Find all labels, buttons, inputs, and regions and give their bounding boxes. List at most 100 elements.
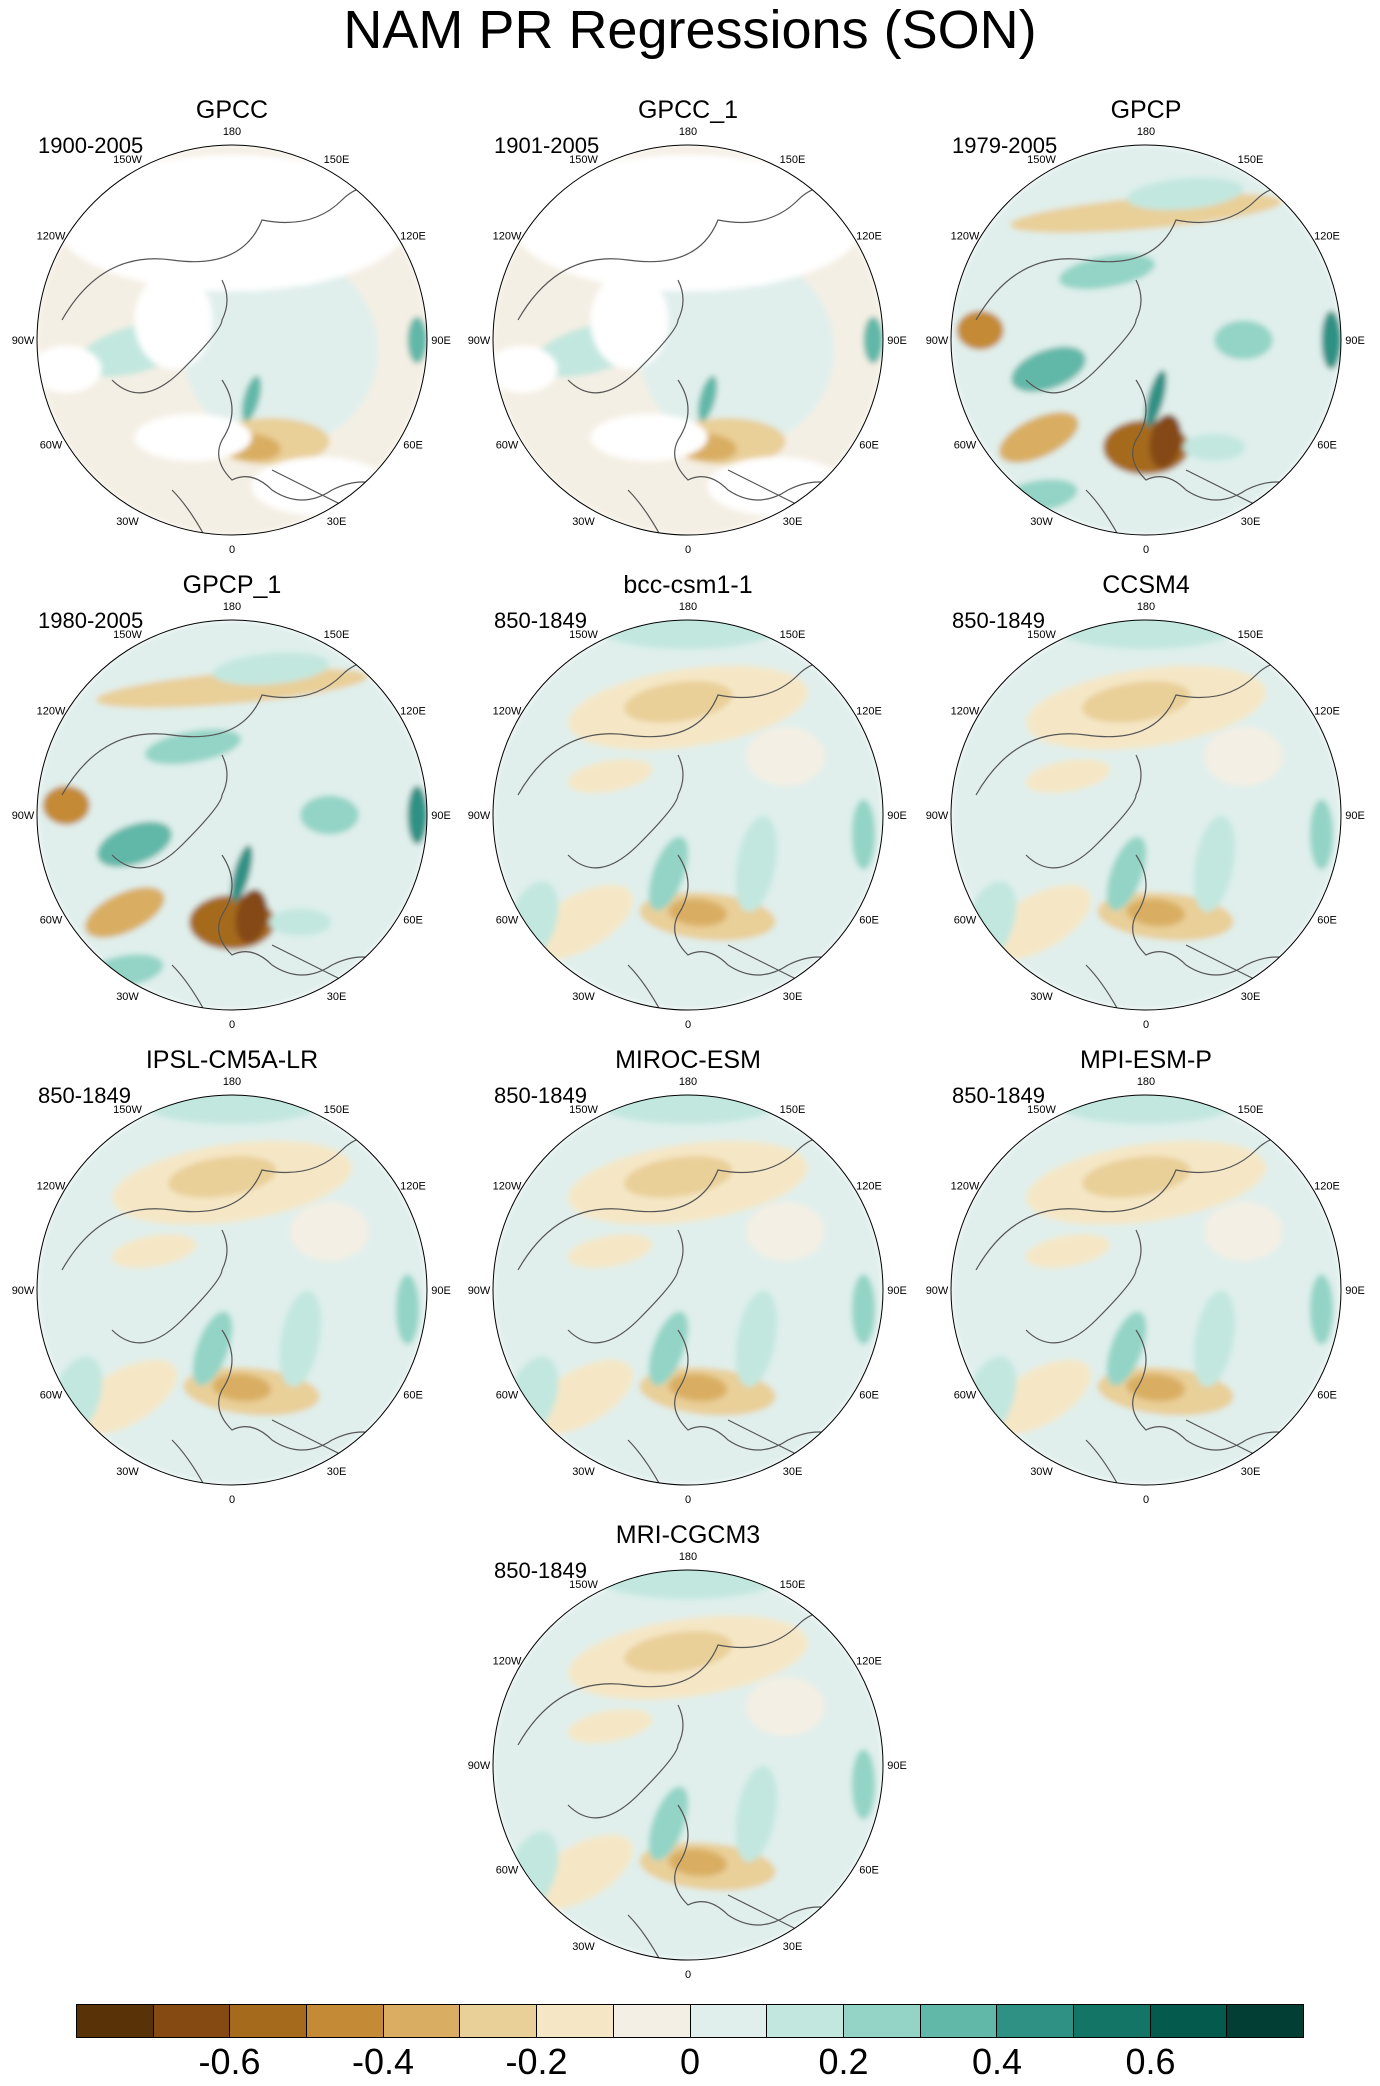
coastline (111, 1229, 228, 1344)
shading-region (999, 412, 1079, 463)
longitude-label: 60E (1317, 915, 1337, 927)
coastline (674, 379, 859, 501)
map-border (492, 1569, 884, 1961)
shading-region (1193, 1290, 1236, 1387)
longitude-label: 90W (12, 810, 35, 822)
colorbar-swatch (920, 2005, 998, 2037)
shading-region (72, 1359, 178, 1435)
shading-layer (951, 620, 1341, 1010)
map-border (36, 1094, 428, 1486)
coastline (111, 279, 228, 394)
longitude-label: 90E (887, 1760, 907, 1772)
longitude-label: 150E (324, 154, 350, 166)
longitude-label: 30W (116, 991, 139, 1003)
panel-period: 1901-2005 (494, 133, 600, 158)
shading-region (1126, 177, 1244, 211)
shading-region (290, 1202, 369, 1261)
longitude-label: 150E (324, 629, 350, 641)
longitude-label: 30E (783, 991, 803, 1003)
shading-region (746, 1677, 825, 1736)
shading-region (1214, 320, 1273, 360)
longitude-label: 0 (1143, 1494, 1149, 1505)
longitude-label: 60W (954, 915, 977, 927)
longitude-label: 150W (569, 154, 598, 166)
longitude-label: 180 (679, 601, 697, 613)
map-border (36, 144, 428, 536)
map-panel: GPCC_1 1901-2005 180 150E 120E 90E 60E 30E 0 30W 6… (460, 95, 916, 565)
shading-region (528, 1834, 634, 1910)
colorbar-swatch (77, 2005, 154, 2037)
longitude-label: 120W (37, 1181, 66, 1193)
longitude-label: 150W (113, 1104, 142, 1116)
coastline (111, 754, 228, 869)
longitude-label: 180 (679, 1551, 697, 1563)
longitude-label: 30W (572, 1466, 595, 1478)
longitude-label: 150W (569, 629, 598, 641)
colorbar-swatch (767, 2005, 844, 2037)
shading-region (1025, 758, 1111, 794)
longitude-label: 30W (116, 516, 139, 528)
longitude-label: 150W (1027, 629, 1056, 641)
longitude-label: 90E (1345, 810, 1365, 822)
shading-region (231, 845, 253, 902)
longitude-label: 120W (951, 1181, 980, 1193)
longitude-label: 60E (859, 1390, 879, 1402)
coastline (1025, 754, 1142, 869)
polar-map: 180 150E 120E 90E 60E 30E 0 30W 60W 90W 120W 150W (468, 126, 907, 555)
longitude-label: 90E (887, 335, 907, 347)
longitude-label: 90E (431, 335, 451, 347)
longitude-label: 90W (468, 810, 491, 822)
shading-region (600, 620, 776, 650)
longitude-label: 150W (569, 1579, 598, 1591)
polar-map: 180 150E 120E 90E 60E 30E 0 30W 60W 90W 120W 150W (468, 1551, 907, 1980)
shading-layer (493, 1095, 883, 1485)
panel-title: MIROC-ESM (615, 1046, 761, 1074)
colorbar-tick-label: -0.4 (351, 2041, 415, 2082)
coastline (567, 279, 684, 394)
panel-period: 850-1849 (494, 1558, 587, 1583)
map-border (950, 144, 1342, 536)
coastline (567, 754, 684, 869)
longitude-label: 90E (887, 1285, 907, 1297)
coastline (171, 964, 213, 1010)
shading-region (1309, 1274, 1334, 1345)
coastline (1132, 1329, 1317, 1451)
polar-map: 180 150E 120E 90E 60E 30E 0 30W 60W 90W 120W 150W (12, 126, 451, 555)
coastline (567, 1229, 684, 1344)
shading-region (1204, 1202, 1283, 1261)
longitude-label: 120W (493, 706, 522, 718)
coastline (1025, 279, 1142, 394)
shading-region (111, 1233, 197, 1269)
shading-region (851, 1274, 876, 1345)
shading-region (600, 1095, 776, 1125)
longitude-label: 180 (679, 126, 697, 138)
colorbar-swatch (460, 2005, 538, 2037)
longitude-label: 180 (1137, 601, 1155, 613)
longitude-label: 30E (783, 516, 803, 528)
colorbar-tick-label: 0.2 (818, 2041, 869, 2082)
colorbar-swatch (1227, 2005, 1303, 2037)
coastline (627, 489, 669, 535)
shading-region (512, 154, 864, 292)
coastline (218, 854, 403, 976)
longitude-label: 0 (685, 1969, 691, 1980)
colorbar-swatch (1073, 2005, 1151, 2037)
shading-region (735, 1765, 778, 1862)
longitude-label: 90E (887, 810, 907, 822)
shading-region (300, 795, 359, 835)
coastline (1132, 379, 1317, 501)
shading-region (624, 1156, 733, 1198)
longitude-label: 60W (40, 915, 63, 927)
panel-period: 850-1849 (494, 1083, 587, 1108)
longitude-label: 60E (859, 915, 879, 927)
longitude-label: 60E (403, 915, 423, 927)
shading-region (1025, 1233, 1111, 1269)
panel-period: 1980-2005 (38, 608, 144, 633)
polar-map: 180 150E 120E 90E 60E 30E 0 30W 60W 90W 120W 150W (12, 601, 451, 1030)
colorbar-tick-label: 0.4 (971, 2041, 1023, 2082)
panel-title: CCSM4 (1102, 571, 1190, 599)
coastline (674, 1329, 859, 1451)
colorbar-tick-label: -0.6 (198, 2041, 261, 2082)
longitude-label: 60W (496, 440, 519, 452)
colorbar-tick-label: 0.6 (1125, 2041, 1176, 2082)
